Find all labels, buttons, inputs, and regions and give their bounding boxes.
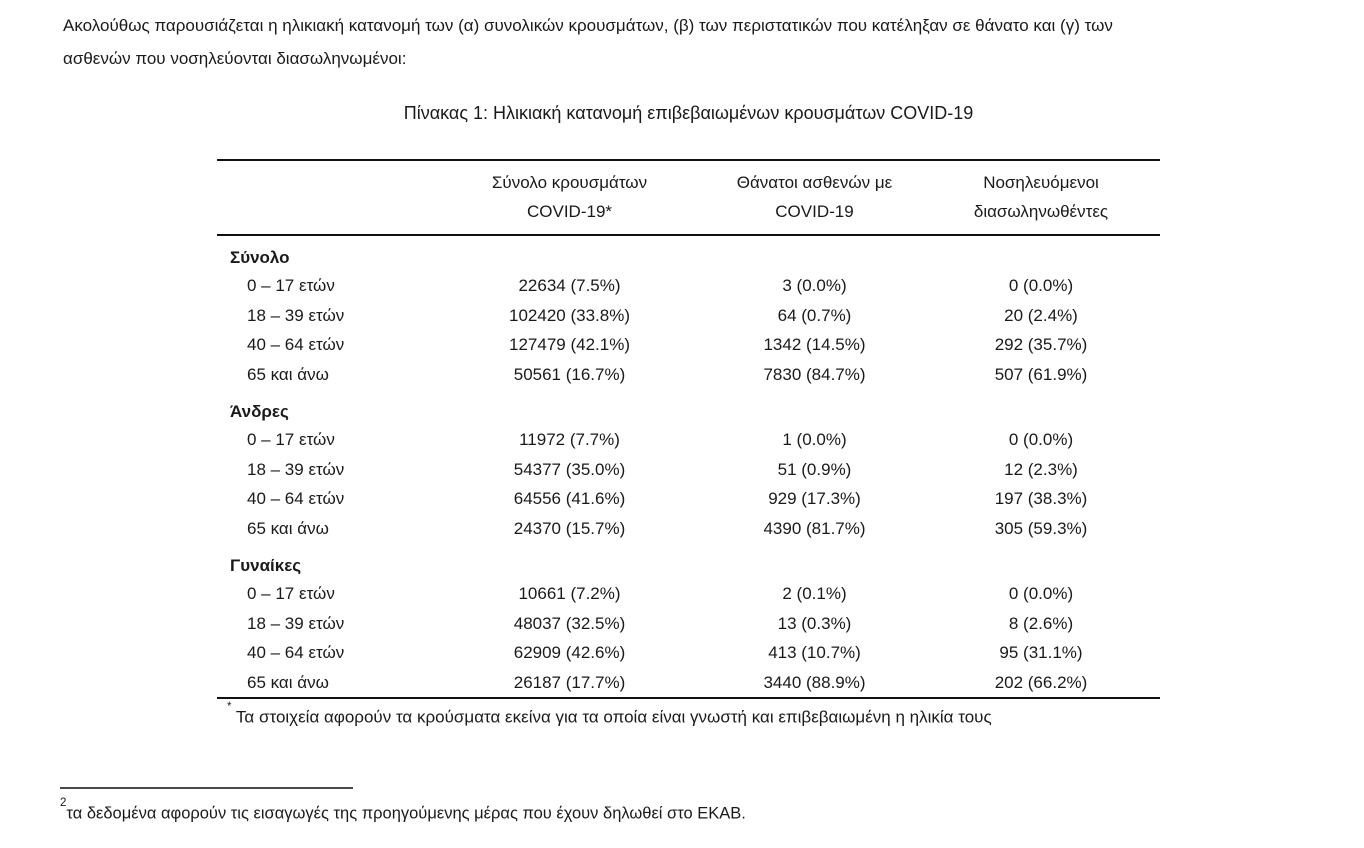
- age-group-label: 65 και άνω: [247, 364, 329, 384]
- footnote-separator-rule: [60, 787, 353, 789]
- value-cell: 10661 (7.2%): [518, 584, 621, 603]
- value-cell: 22634 (7.5%): [518, 276, 621, 295]
- value-cell: 305 (59.3%): [994, 518, 1088, 538]
- value-cell: 0 (0.0%): [1008, 584, 1074, 603]
- age-group-label: 65 και άνω: [247, 672, 329, 692]
- section-row: Γυναίκες: [217, 543, 1160, 579]
- value-cell: 62909 (42.6%): [513, 643, 626, 662]
- value-cell: 11972 (7.7%): [519, 430, 620, 449]
- value-cell: 64 (0.7%): [777, 305, 852, 325]
- table-row: 40 – 64 ετών 62909 (42.6%) 413 (10.7%) 95 (…: [217, 638, 1160, 668]
- value-cell: 8 (2.6%): [1008, 613, 1074, 633]
- table-row: 18 – 39 ετών 54377 (35.0%) 51 (0.9%) 12 (2.…: [217, 455, 1160, 485]
- table-footnote: * Τα στοιχεία αφορούν τα κρούσματα εκείν…: [217, 699, 1160, 728]
- covid-age-distribution-table: Σύνολο κρουσμάτων COVID-19* Θάνατοι ασθενώ…: [217, 159, 1160, 699]
- value-cell: 13 (0.3%): [777, 613, 852, 633]
- value-cell: 0 (0.0%): [1008, 276, 1074, 295]
- value-cell: 3440 (88.9%): [763, 672, 866, 692]
- value-cell: 2 (0.1%): [782, 584, 847, 603]
- value-cell: 0 (0.0%): [1008, 430, 1074, 449]
- age-group-label: 0 – 17 ετών: [247, 276, 335, 295]
- footnote-2-marker: 2: [60, 797, 67, 809]
- column-header-1: Σύνολο κρουσμάτων COVID-19*: [432, 160, 707, 236]
- column-header-2: Θάνατοι ασθενών με COVID-19: [707, 160, 922, 236]
- table-row: 18 – 39 ετών 102420 (33.8%) 64 (0.7%) 20 (2…: [217, 301, 1160, 331]
- age-group-label: 40 – 64 ετών: [247, 643, 345, 662]
- table-title: Πίνακας 1: Ηλικιακή κατανομή επιβεβαιωμέ…: [403, 103, 974, 123]
- value-cell: 3 (0.0%): [782, 276, 847, 295]
- age-group-label: 65 και άνω: [247, 518, 329, 538]
- table-row: 40 – 64 ετών 127479 (42.1%) 1342 (14.5%) 29…: [217, 330, 1160, 360]
- value-cell: 95 (31.1%): [999, 643, 1083, 662]
- section-row: Σύνολο: [217, 235, 1160, 271]
- table-row: 18 – 39 ετών 48037 (32.5%) 13 (0.3%) 8 (2.6…: [217, 609, 1160, 639]
- value-cell: 51 (0.9%): [777, 459, 852, 479]
- section-label: Γυναίκες: [230, 556, 302, 575]
- value-cell: 197 (38.3%): [994, 489, 1088, 508]
- value-cell: 12 (2.3%): [1004, 459, 1078, 479]
- page-footnote: 2τα δεδομένα αφορούν τις εισαγωγές της π…: [60, 787, 746, 825]
- footnote-2-text: τα δεδομένα αφορούν τις εισαγωγές της πρ…: [66, 804, 746, 823]
- section-row: Άνδρες: [217, 389, 1160, 425]
- table-row: 65 και άνω 50561 (16.7%) 7830 (84.7%) 507 (…: [217, 360, 1160, 390]
- age-group-label: 40 – 64 ετών: [247, 489, 345, 508]
- value-cell: 292 (35.7%): [994, 335, 1088, 354]
- value-cell: 20 (2.4%): [1004, 305, 1078, 325]
- section-label: Άνδρες: [230, 402, 289, 421]
- value-cell: 4390 (81.7%): [763, 518, 866, 538]
- value-cell: 48037 (32.5%): [513, 613, 626, 633]
- value-cell: 127479 (42.1%): [509, 335, 630, 354]
- age-group-label: 18 – 39 ετών: [247, 305, 345, 325]
- table-row: 65 και άνω 24370 (15.7%) 4390 (81.7%) 305 (…: [217, 514, 1160, 544]
- page-footnote-line: 2τα δεδομένα αφορούν τις εισαγωγές της π…: [60, 797, 746, 825]
- table-header-row: Σύνολο κρουσμάτων COVID-19* Θάνατοι ασθενώ…: [217, 160, 1160, 236]
- value-cell: 54377 (35.0%): [513, 459, 626, 479]
- value-cell: 929 (17.3%): [768, 489, 861, 508]
- age-group-label: 40 – 64 ετών: [247, 335, 345, 354]
- asterisk-footnote-marker: *: [227, 701, 232, 713]
- age-group-label: 0 – 17 ετών: [247, 430, 335, 449]
- age-group-label: 0 – 17 ετών: [247, 584, 335, 603]
- intro-paragraph: Ακολούθως παρουσιάζεται η ηλικιακή καταν…: [63, 9, 1359, 75]
- table-row: 0 – 17 ετών 10661 (7.2%) 2 (0.1%) 0 (0.0%): [217, 579, 1160, 609]
- section-label: Σύνολο: [230, 248, 290, 267]
- age-group-label: 18 – 39 ετών: [247, 459, 345, 479]
- value-cell: 1342 (14.5%): [763, 335, 866, 354]
- table-row: 40 – 64 ετών 64556 (41.6%) 929 (17.3%) 197 …: [217, 484, 1160, 514]
- value-cell: 1 (0.0%): [782, 430, 847, 449]
- table-row: 0 – 17 ετών 22634 (7.5%) 3 (0.0%) 0 (0.0%): [217, 271, 1160, 301]
- value-cell: 202 (66.2%): [994, 672, 1088, 692]
- value-cell: 413 (10.7%): [768, 643, 861, 662]
- value-cell: 7830 (84.7%): [763, 364, 866, 384]
- value-cell: 102420 (33.8%): [509, 305, 630, 325]
- value-cell: 64556 (41.6%): [513, 489, 626, 508]
- table-area: Πίνακας 1: Ηλικιακή κατανομή επιβεβαιωμέ…: [217, 101, 1160, 728]
- table-row: 65 και άνω 26187 (17.7%) 3440 (88.9%) 202 (…: [217, 668, 1160, 699]
- table-row: 0 – 17 ετών 11972 (7.7%) 1 (0.0%) 0 (0.0%): [217, 425, 1160, 455]
- age-group-label: 18 – 39 ετών: [247, 613, 345, 633]
- intro-line-2: ασθενών που νοσηλεύονται διασωληνωμένοι:: [63, 49, 407, 68]
- intro-line-1: Ακολούθως παρουσιάζεται η ηλικιακή καταν…: [63, 16, 1113, 35]
- column-header-0: [217, 160, 432, 236]
- table-body: Σύνολο 0 – 17 ετών 22634 (7.5%) 3 (0.0%) 0 (…: [217, 235, 1160, 698]
- value-cell: 24370 (15.7%): [513, 518, 626, 538]
- asterisk-footnote-text: Τα στοιχεία αφορούν τα κρούσματα εκείνα …: [235, 707, 992, 727]
- column-header-3: Νοσηλευόμενοι διασωληνωθέντες: [922, 160, 1160, 236]
- value-cell: 26187 (17.7%): [513, 672, 626, 692]
- value-cell: 507 (61.9%): [994, 364, 1088, 384]
- value-cell: 50561 (16.7%): [513, 364, 626, 384]
